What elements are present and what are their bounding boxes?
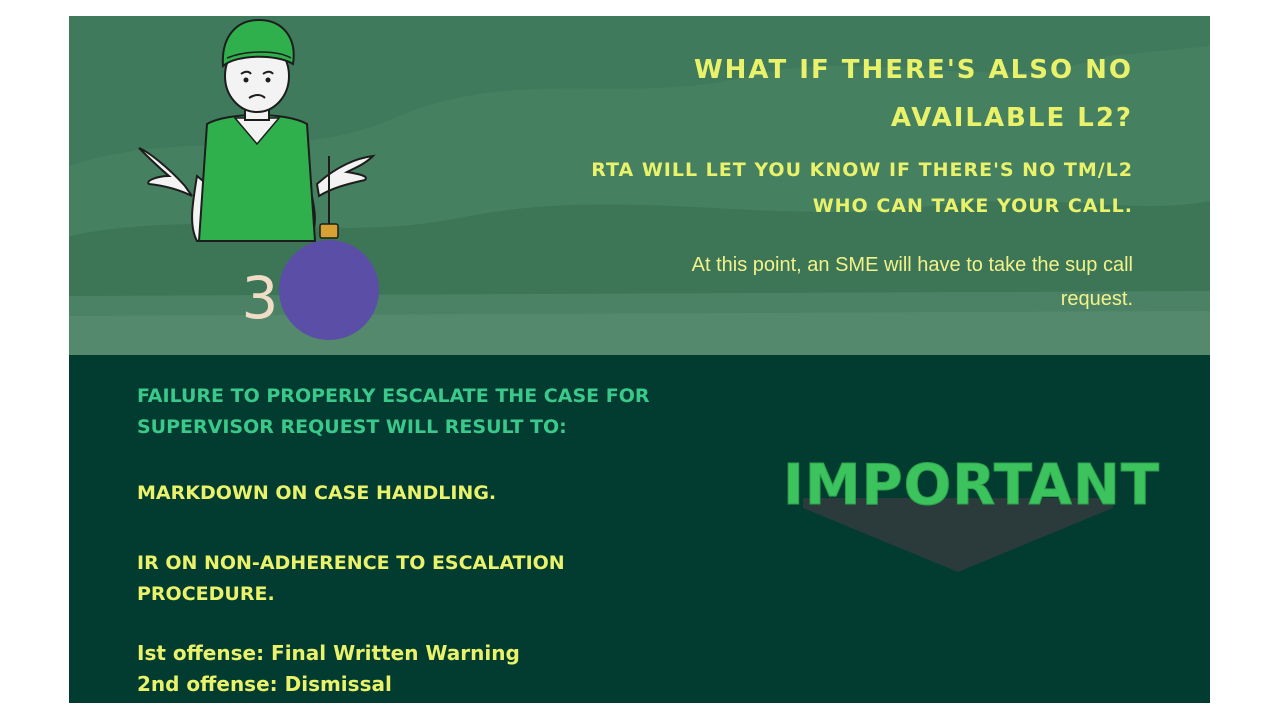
- warning-title-line-1: FAILURE TO PROPERLY ESCALATE THE CASE FO…: [137, 385, 650, 407]
- consequence-ir-line-1: IR ON NON-ADHERENCE TO ESCALATION: [137, 552, 565, 574]
- rta-notice-line-1: RTA WILL LET YOU KNOW IF THERE'S NO TM/L…: [591, 159, 1133, 181]
- warning-title-line-2: SUPERVISOR REQUEST WILL RESULT TO:: [137, 416, 567, 438]
- important-banner-shape: [803, 498, 1113, 572]
- offense-second: 2nd offense: Dismissal: [137, 672, 392, 696]
- heading-line-1: WHAT IF THERE'S ALSO NO: [693, 55, 1133, 85]
- ornament-number: 3: [241, 264, 279, 332]
- consequence-markdown: MARKDOWN ON CASE HANDLING.: [137, 482, 497, 504]
- top-panel: WHAT IF THERE'S ALSO NO AVAILABLE L2? RT…: [69, 16, 1210, 355]
- page-heading: WHAT IF THERE'S ALSO NO AVAILABLE L2?: [533, 46, 1133, 142]
- rta-notice-line-2: WHO CAN TAKE YOUR CALL.: [812, 195, 1133, 217]
- sme-note-line-1: At this point, an SME will have to take …: [691, 254, 1133, 276]
- warning-title: FAILURE TO PROPERLY ESCALATE THE CASE FO…: [137, 381, 697, 443]
- slide: WHAT IF THERE'S ALSO NO AVAILABLE L2? RT…: [69, 16, 1210, 703]
- sme-note-line-2: request.: [1060, 288, 1133, 310]
- consequence-ir: IR ON NON-ADHERENCE TO ESCALATION PROCED…: [137, 548, 697, 610]
- important-badge: IMPORTANT: [783, 453, 1161, 519]
- consequence-ir-line-2: PROCEDURE.: [137, 583, 275, 605]
- shrugging-person-illustration: [138, 18, 379, 340]
- offense-first: Ist offense: Final Written Warning: [137, 641, 520, 665]
- rta-notice: RTA WILL LET YOU KNOW IF THERE'S NO TM/L…: [493, 152, 1133, 224]
- sme-note: At this point, an SME will have to take …: [493, 248, 1133, 316]
- offense-list: Ist offense: Final Written Warning 2nd o…: [137, 638, 697, 700]
- heading-line-2: AVAILABLE L2?: [890, 103, 1133, 133]
